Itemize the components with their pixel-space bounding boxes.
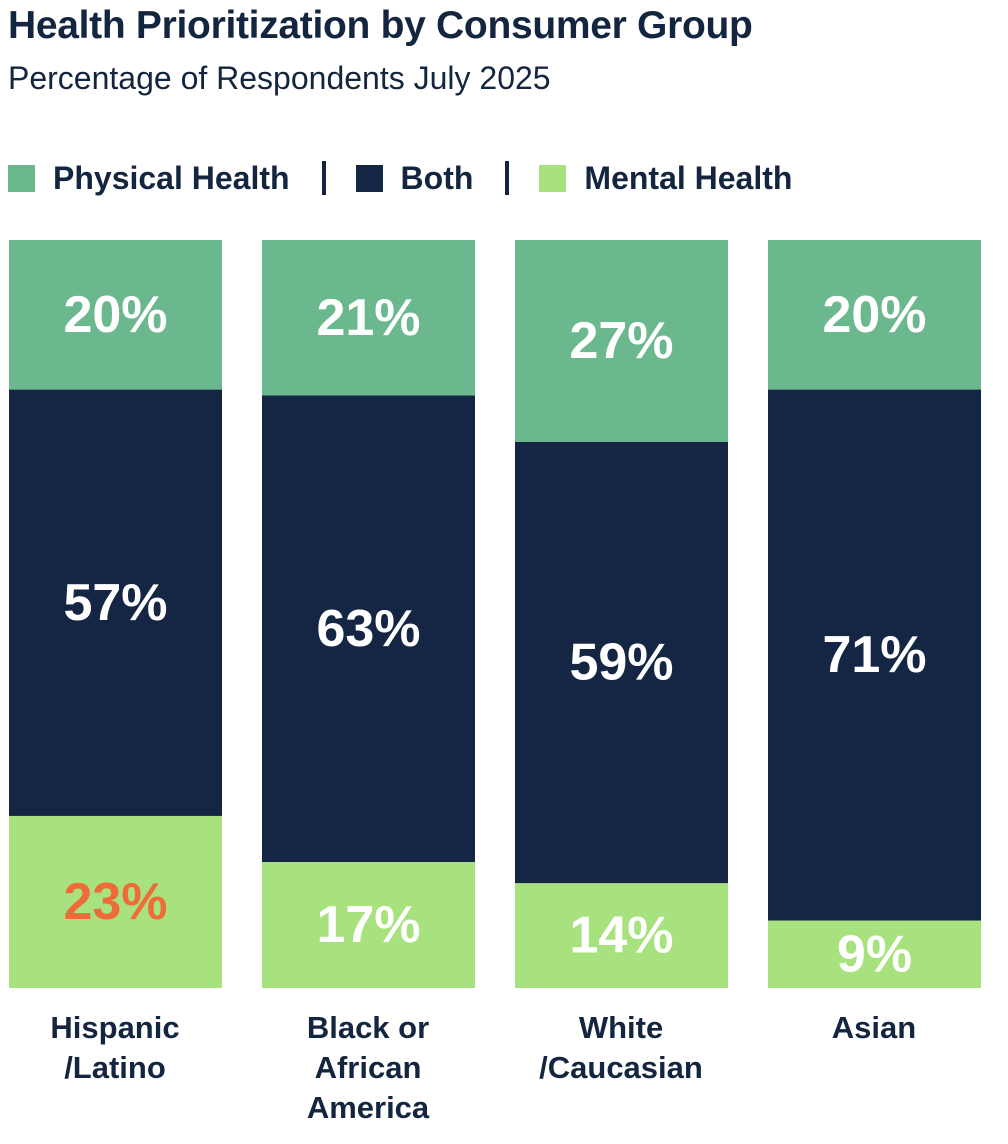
bar-black-or-african-america-mental-health	[262, 862, 475, 988]
bar-asian-mental-health	[768, 920, 981, 988]
category-label-white-caucasian: White /Caucasian	[539, 1010, 703, 1085]
bar-white-caucasian-physical-health	[515, 240, 728, 442]
data-label-black-or-african-america-physical-health: 21%	[316, 289, 420, 347]
bar-asian-both	[768, 389, 981, 921]
data-label-asian-both: 71%	[822, 626, 926, 684]
legend-item-mental-health: Mental Health	[539, 160, 792, 197]
data-label-hispanic-latino-both: 57%	[63, 574, 167, 632]
bar-hispanic-latino-mental-health	[9, 815, 222, 988]
bar-white-caucasian-both	[515, 441, 728, 884]
bar-white-caucasian-mental-health	[515, 883, 728, 988]
legend-item-both: Both	[355, 159, 474, 197]
chart-title: Health Prioritization by Consumer Group	[8, 4, 753, 47]
data-label-asian-physical-health: 20%	[822, 286, 926, 344]
legend-swatch-both	[355, 164, 383, 192]
data-label-white-caucasian-physical-health: 27%	[569, 312, 673, 370]
category-label-black-african-america: Black or African America	[306, 1010, 430, 1125]
data-label-black-or-african-america-mental-health: 17%	[316, 896, 420, 954]
data-label-white-caucasian-mental-health: 14%	[569, 907, 673, 965]
data-label-black-or-african-america-both: 63%	[316, 600, 420, 658]
legend-item-physical-health: Physical Health	[8, 160, 290, 197]
category-label-hispanic-latino: Hispanic /Latino	[50, 1010, 180, 1085]
data-label-white-caucasian-both: 59%	[569, 634, 673, 692]
legend-separator	[505, 161, 510, 195]
legend-separator	[321, 161, 326, 195]
legend-swatch-mental-health	[539, 164, 567, 192]
chart-subtitle: Percentage of Respondents July 2025	[8, 60, 551, 96]
bar-asian-physical-health	[768, 240, 981, 390]
legend: Physical Health Both Mental Health	[8, 158, 792, 198]
data-label-asian-mental-health: 9%	[837, 925, 912, 983]
data-label-hispanic-latino-physical-health: 20%	[63, 286, 167, 344]
legend-label-mental-health: Mental Health	[584, 159, 793, 196]
legend-label-physical-health: Physical Health	[53, 159, 290, 196]
data-label-hispanic-latino-mental-health: 23%	[63, 873, 167, 931]
bar-hispanic-latino-physical-health	[9, 240, 222, 390]
legend-swatch-physical-health	[8, 164, 35, 192]
legend-label-both: Both	[400, 159, 474, 196]
category-label-asian: Asian	[831, 1010, 917, 1045]
bar-hispanic-latino-both	[9, 389, 222, 816]
bar-black-or-african-america-both	[262, 395, 475, 863]
bar-black-or-african-america-physical-health	[262, 240, 475, 396]
